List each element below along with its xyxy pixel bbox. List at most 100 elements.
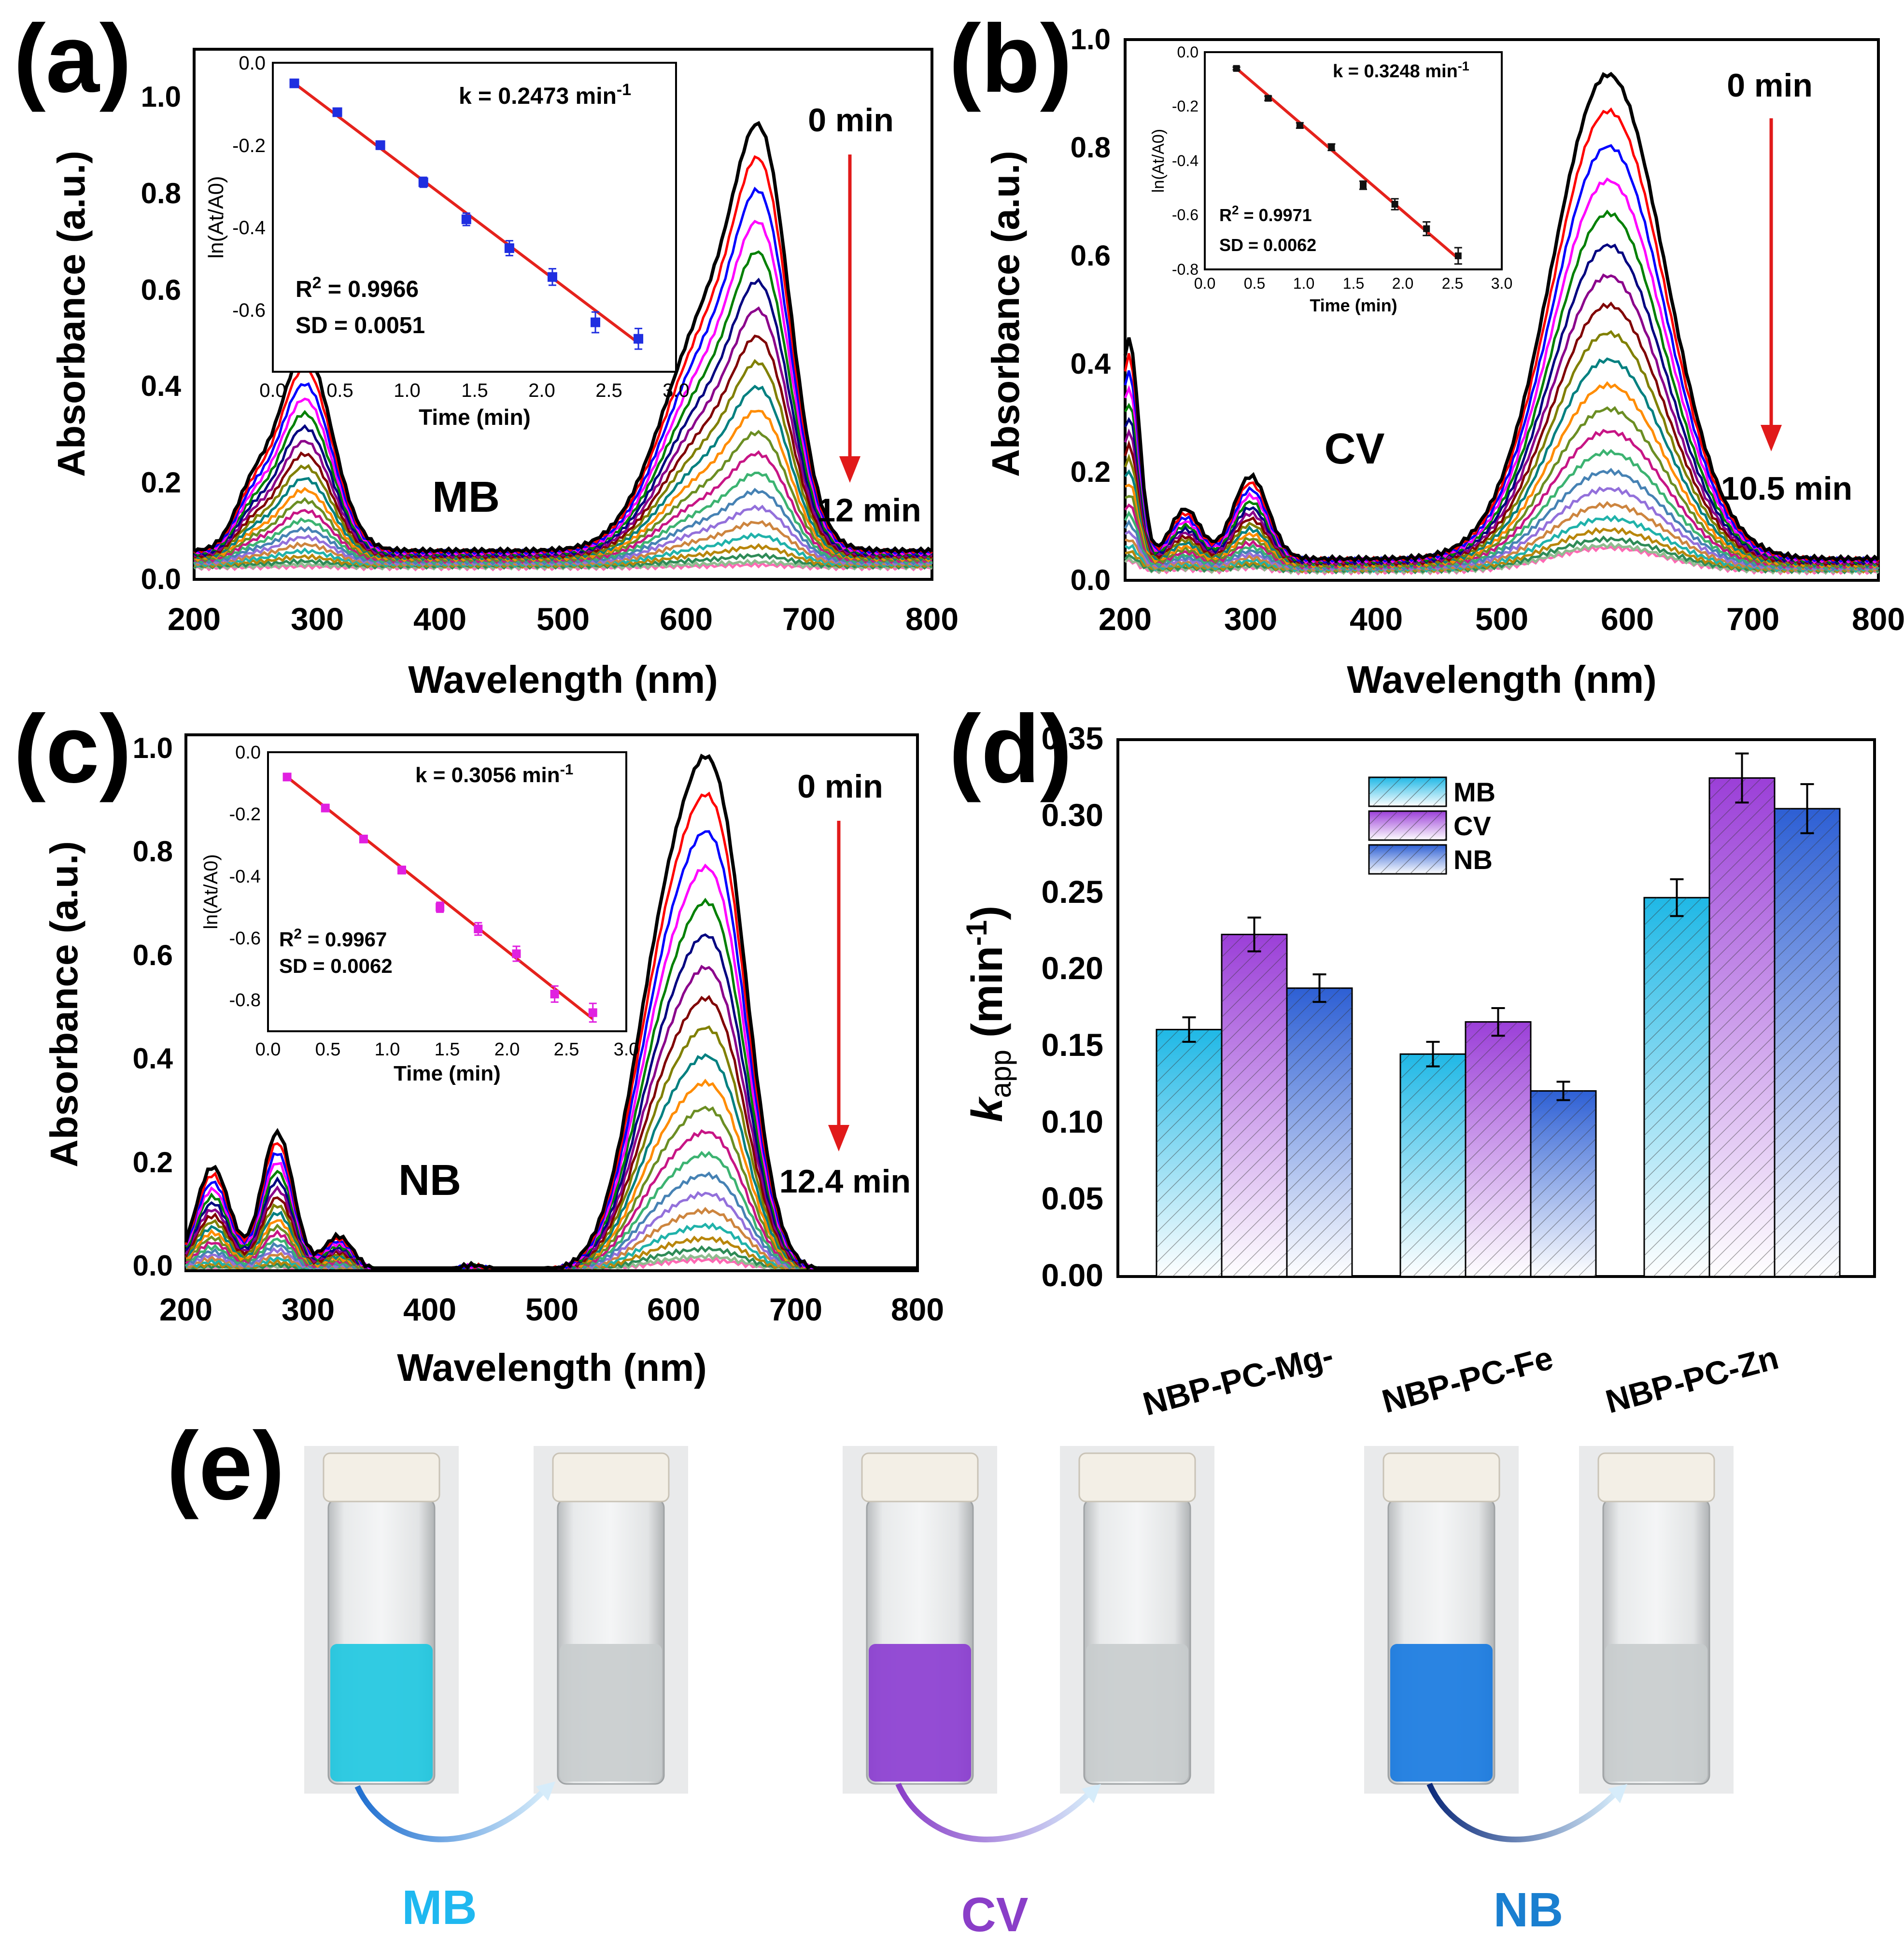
rate-k-text: k = 0.2473 min xyxy=(459,84,617,109)
x-tick-label: 500 xyxy=(536,601,590,637)
arrowhead-mb xyxy=(536,1782,555,1801)
spectrum-curve xyxy=(1124,144,1879,564)
y-tick-label: 0.0 xyxy=(141,563,181,595)
photo-label-mb: MB xyxy=(402,1881,477,1935)
spectra-curves xyxy=(1123,71,1880,576)
y-tick-label: 0.2 xyxy=(133,1146,173,1179)
bar-hatch xyxy=(1157,1029,1222,1277)
data-point xyxy=(1296,122,1303,129)
spectrum-curve xyxy=(1123,71,1880,563)
end-time-label: 10.5 min xyxy=(1721,470,1852,507)
bar-hatch xyxy=(1644,898,1709,1277)
data-point xyxy=(1391,201,1398,208)
x-tick-label: 300 xyxy=(282,1291,335,1327)
x-tick-label: 500 xyxy=(1475,601,1528,637)
x-tick-label: 400 xyxy=(403,1291,456,1327)
inset-y-tick: -0.6 xyxy=(232,300,266,321)
x-tick-label: 200 xyxy=(168,601,221,637)
r2-exp: 2 xyxy=(312,274,322,292)
spectra-curves xyxy=(184,753,917,1270)
vial-cap xyxy=(552,1452,670,1502)
y-tick-label: 0.2 xyxy=(1071,456,1111,488)
y-axis-k: k xyxy=(963,1096,1012,1122)
data-point xyxy=(1360,182,1367,189)
inset-y-tick: -0.4 xyxy=(232,217,266,239)
plot-frame xyxy=(184,733,919,1272)
y-tick-label: 0.4 xyxy=(1071,348,1111,380)
data-points xyxy=(289,78,644,350)
inset-y-tick: -0.2 xyxy=(229,804,261,825)
y-tick-label: 0.00 xyxy=(1042,1257,1103,1293)
inset-x-tick: 1.5 xyxy=(461,380,488,401)
data-point xyxy=(1328,143,1335,151)
y-tick-labels: 0.0 0.2 0.4 0.6 0.8 1.0 xyxy=(1071,23,1111,596)
spectrum-curve xyxy=(193,552,933,570)
panel-d-bar-chart: 0.00 0.05 0.10 0.15 0.20 0.25 0.30 0.35 … xyxy=(960,720,1876,1423)
time-arrowhead xyxy=(839,456,860,483)
inset-y-tick: -0.2 xyxy=(232,135,266,156)
r2-letter: R xyxy=(1219,205,1232,225)
x-tick-label: 800 xyxy=(1852,601,1904,637)
inset-y-tick: -0.8 xyxy=(1172,261,1199,278)
y-tick-label: 1.0 xyxy=(133,732,173,764)
time-arrowhead xyxy=(828,1125,849,1151)
panel-label-e: (e) xyxy=(167,1412,284,1520)
end-time-label: 12.4 min xyxy=(779,1163,911,1200)
spectrum-curve xyxy=(194,450,932,564)
data-points xyxy=(282,772,597,1023)
data-point xyxy=(474,925,483,934)
data-point xyxy=(289,78,299,88)
arrowhead-nb xyxy=(1608,1784,1627,1803)
decolor-arrow-mb xyxy=(354,1785,548,1842)
start-time-label: 0 min xyxy=(797,768,883,805)
vial-cap xyxy=(323,1452,440,1502)
inset-y-tick: -0.6 xyxy=(1172,206,1199,224)
r2-letter: R xyxy=(296,277,312,302)
data-point xyxy=(1233,65,1240,72)
spectrum-curve xyxy=(1124,449,1879,571)
spectrum-curve xyxy=(193,121,933,555)
data-points xyxy=(1232,65,1462,265)
x-tick-label: 800 xyxy=(891,1291,944,1327)
end-time-label: 12 min xyxy=(817,492,921,529)
spectrum-curve xyxy=(184,753,917,1270)
time-arrowhead xyxy=(1761,425,1782,451)
category-label: NBP-PC-Zn xyxy=(1602,1339,1782,1420)
rate-k-text: k = 0.3248 min xyxy=(1333,61,1458,82)
spectrum-curve xyxy=(1124,301,1879,567)
data-point xyxy=(1454,252,1462,259)
inset-y-label: ln(At/A0) xyxy=(1149,129,1168,193)
data-point xyxy=(332,107,342,117)
legend-swatch-cv-hatch xyxy=(1369,811,1446,840)
inset-x-tick: 2.0 xyxy=(528,380,555,401)
legend-label: MB xyxy=(1453,777,1495,807)
inset-x-tick: 1.5 xyxy=(1343,275,1364,292)
legend-label: CV xyxy=(1453,811,1491,841)
x-tick-label: 700 xyxy=(1726,601,1779,637)
x-tick-label: 300 xyxy=(291,601,344,637)
y-axis-unit: (min xyxy=(963,946,1012,1050)
y-tick-label: 0.25 xyxy=(1042,874,1103,910)
inset-x-tick: 1.5 xyxy=(435,1039,460,1060)
inset-y-tick: -0.4 xyxy=(1172,152,1199,169)
panel-label-c: (c) xyxy=(14,695,131,803)
inset-x-tick: 0.5 xyxy=(326,380,353,401)
y-axis-label: Absorbance (a.u.) xyxy=(50,151,93,477)
r2-value: = 0.9967 xyxy=(302,928,387,951)
x-tick-label: 600 xyxy=(647,1291,700,1327)
inset-x-tick: 2.0 xyxy=(1392,275,1413,292)
inset-x-tick: 2.5 xyxy=(595,380,622,401)
y-tick-label: 0.35 xyxy=(1042,720,1103,756)
std-dev: SD = 0.0062 xyxy=(1219,235,1316,255)
spectrum-curve xyxy=(1124,107,1879,563)
spectrum-curve xyxy=(1124,273,1879,566)
inset-x-label: Time (min) xyxy=(419,405,531,430)
legend-swatch-nb-hatch xyxy=(1369,845,1446,874)
x-axis-label: Wavelength (nm) xyxy=(397,1346,706,1389)
rate-k-exp: -1 xyxy=(1458,59,1469,73)
inset-plot: 0.0 0.5 1.0 1.5 2.0 2.5 3.0 0.0 -0.2 -0.… xyxy=(200,743,639,1085)
panel-b-spectra: 200 300 400 500 600 700 800 0.0 0.2 0.4 … xyxy=(984,23,1904,701)
y-tick-label: 0.0 xyxy=(1071,564,1111,596)
vial-photo xyxy=(534,1446,688,1794)
